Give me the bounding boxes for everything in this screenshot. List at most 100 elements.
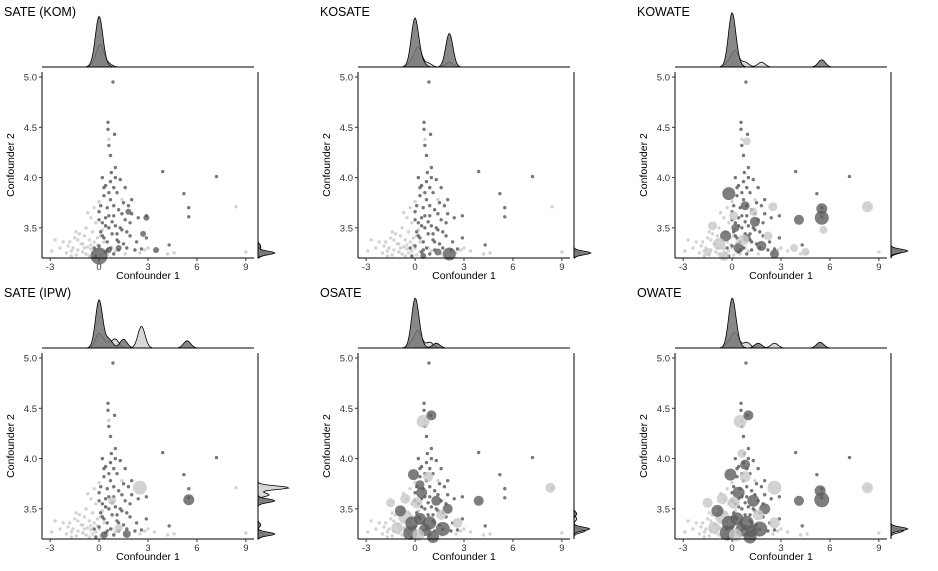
control-point [138, 251, 142, 255]
treated-point [116, 521, 121, 525]
treated-point [416, 175, 421, 180]
control-point [550, 205, 554, 209]
control-point [385, 535, 390, 539]
weighted-control-point [801, 247, 810, 256]
treated-point [767, 240, 772, 244]
treated-point [425, 170, 430, 175]
control-point [58, 246, 62, 250]
treated-point [419, 224, 424, 228]
weighted-treated-point [743, 410, 754, 421]
scatter-points [366, 80, 564, 261]
treated-point [445, 478, 450, 483]
top-marginal-density [42, 299, 254, 349]
treated-point [108, 153, 113, 158]
treated-point [739, 408, 743, 413]
control-point [369, 238, 373, 242]
treated-density-right [573, 353, 591, 539]
x-tick-label: 9 [243, 543, 248, 554]
control-point [436, 478, 440, 483]
weighted-control-point [703, 247, 712, 256]
control-point [785, 249, 790, 253]
control-point [92, 206, 96, 210]
control-point [64, 251, 69, 255]
treated-point [123, 499, 127, 503]
weighted-treated-point [793, 214, 804, 225]
treated-point [441, 230, 445, 234]
treated-point [116, 489, 121, 493]
x-tick-label: 0 [96, 543, 101, 554]
control-point [385, 249, 390, 253]
weighted-treated-point [405, 516, 419, 530]
treated-point [441, 246, 445, 250]
control-point [400, 533, 404, 537]
control-point [113, 249, 118, 253]
control-point [756, 252, 760, 256]
treated-point [94, 535, 98, 539]
weighted-treated-point [122, 529, 131, 538]
control-point [481, 252, 486, 256]
x-tick-label: 9 [243, 262, 248, 273]
control-point [82, 515, 87, 519]
control-point [95, 517, 100, 521]
control-point [481, 533, 486, 537]
control-point [697, 251, 702, 255]
treated-point [413, 210, 417, 214]
y-tick-label: 3.5 [340, 504, 353, 515]
treated-point [108, 460, 113, 465]
control-point [798, 533, 803, 537]
treated-point [418, 474, 422, 479]
treated-point [105, 487, 109, 491]
control-point [702, 530, 707, 534]
control-point [76, 519, 80, 523]
treated-point [777, 236, 782, 240]
control-point [384, 240, 388, 244]
treated-point [108, 527, 113, 531]
control-point [234, 205, 238, 209]
treated-point [115, 513, 119, 517]
control-point [699, 525, 703, 529]
treated-point [133, 248, 137, 252]
treated-point [756, 185, 760, 190]
weighted-treated-point [740, 201, 750, 211]
control-point [61, 521, 65, 525]
treated-point [800, 243, 804, 247]
control-point [380, 532, 385, 536]
weighted-control-point [727, 496, 740, 509]
treated-point [439, 218, 443, 222]
control-point [388, 236, 393, 240]
treated-point [424, 153, 429, 158]
treated-point [110, 232, 114, 236]
x-tick-label: 6 [827, 543, 832, 554]
treated-point [432, 489, 437, 493]
treated-point [733, 221, 738, 225]
treated-point [100, 502, 105, 506]
treated-point [740, 143, 744, 148]
treated-point [112, 252, 116, 256]
control-point [701, 521, 705, 525]
x-tick-label: 0 [96, 262, 101, 273]
treated-point [103, 505, 108, 509]
y-tick-label: 4.5 [657, 123, 670, 134]
treated-point [741, 179, 746, 184]
control-point [686, 519, 690, 523]
control-point [397, 242, 401, 246]
treated-density-top [358, 297, 570, 349]
treated-point [740, 190, 744, 195]
treated-point [503, 215, 507, 219]
weighted-control-point [716, 493, 728, 505]
control-point [82, 234, 87, 238]
control-point [380, 251, 385, 255]
treated-point [111, 361, 115, 365]
control-point [90, 532, 95, 536]
control-point [405, 243, 409, 247]
treated-point [429, 165, 434, 170]
control-point [89, 247, 93, 251]
top-marginal-density [358, 17, 570, 68]
x-tick-label: -3 [362, 262, 370, 273]
treated-point [745, 495, 749, 499]
treated-point [129, 478, 134, 483]
control-point [366, 249, 370, 253]
treated-point [423, 143, 427, 148]
treated-point [434, 177, 438, 182]
treated-point [733, 456, 738, 461]
